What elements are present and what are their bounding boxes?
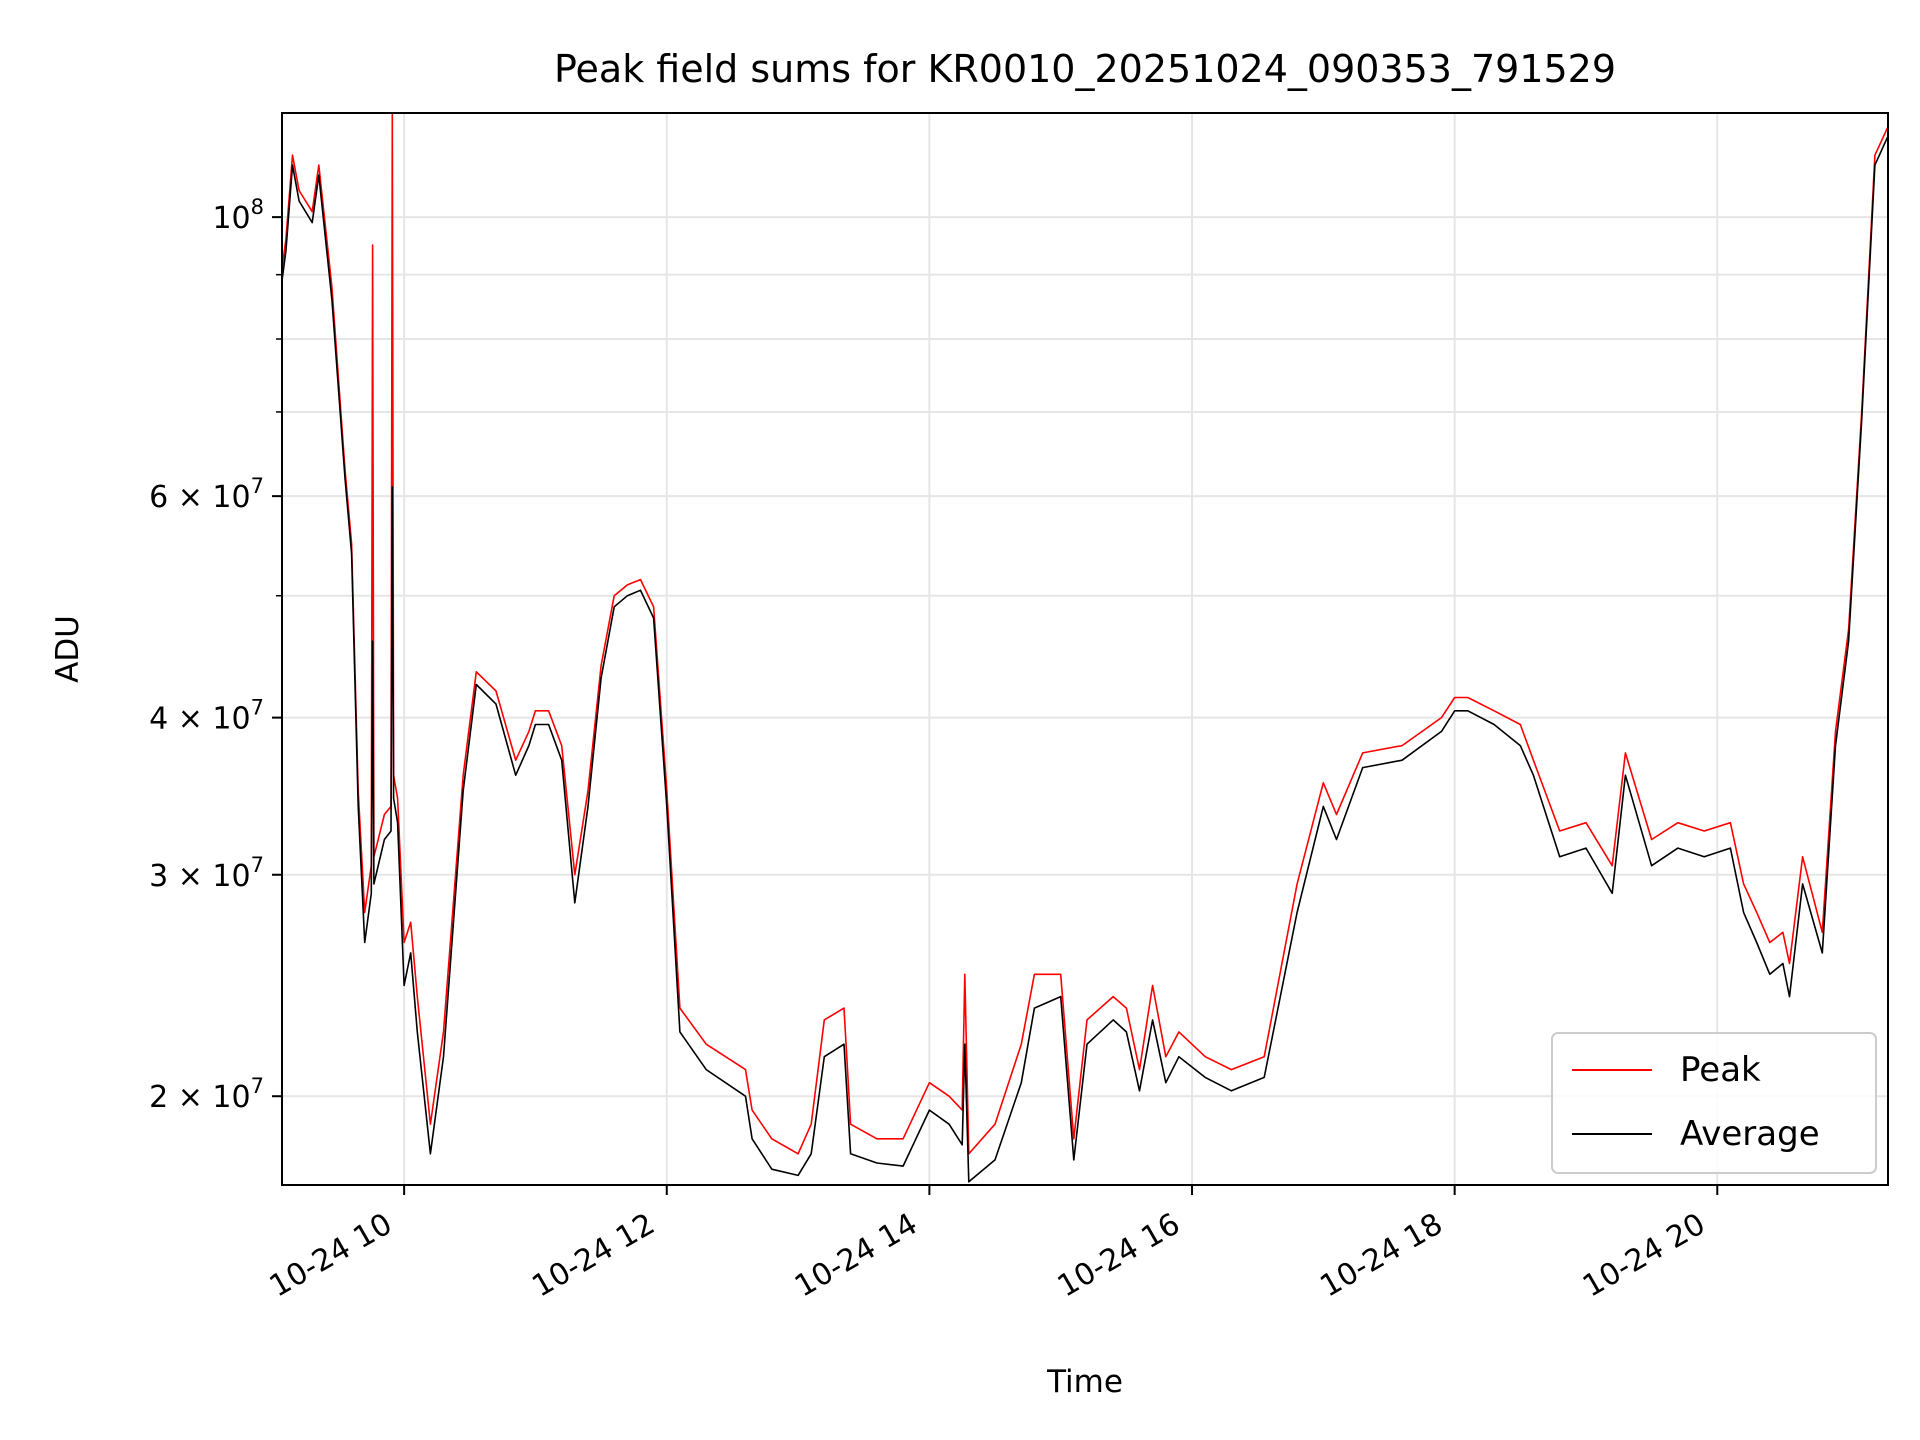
y-tick-label: 3 × 107: [149, 853, 264, 894]
y-tick-label: 2 × 107: [149, 1074, 264, 1115]
legend-label-average: Average: [1680, 1114, 1820, 1154]
y-axis-label: ADU: [50, 615, 86, 683]
legend-label-peak: Peak: [1680, 1050, 1761, 1090]
chart-title: Peak field sums for KR0010_20251024_0903…: [554, 47, 1616, 91]
y-tick-label: 4 × 107: [149, 696, 264, 737]
y-tick-label: 108: [212, 195, 264, 236]
plot-series: [282, 113, 1888, 1183]
series-line-average: [282, 135, 1888, 1183]
legend-box: [1551, 1032, 1877, 1174]
plot-frame: [281, 112, 1889, 1186]
x-axis-label: Time: [1046, 1364, 1123, 1400]
legend: Peak Average: [1551, 1032, 1877, 1174]
y-tick-label: 6 × 107: [149, 474, 264, 515]
